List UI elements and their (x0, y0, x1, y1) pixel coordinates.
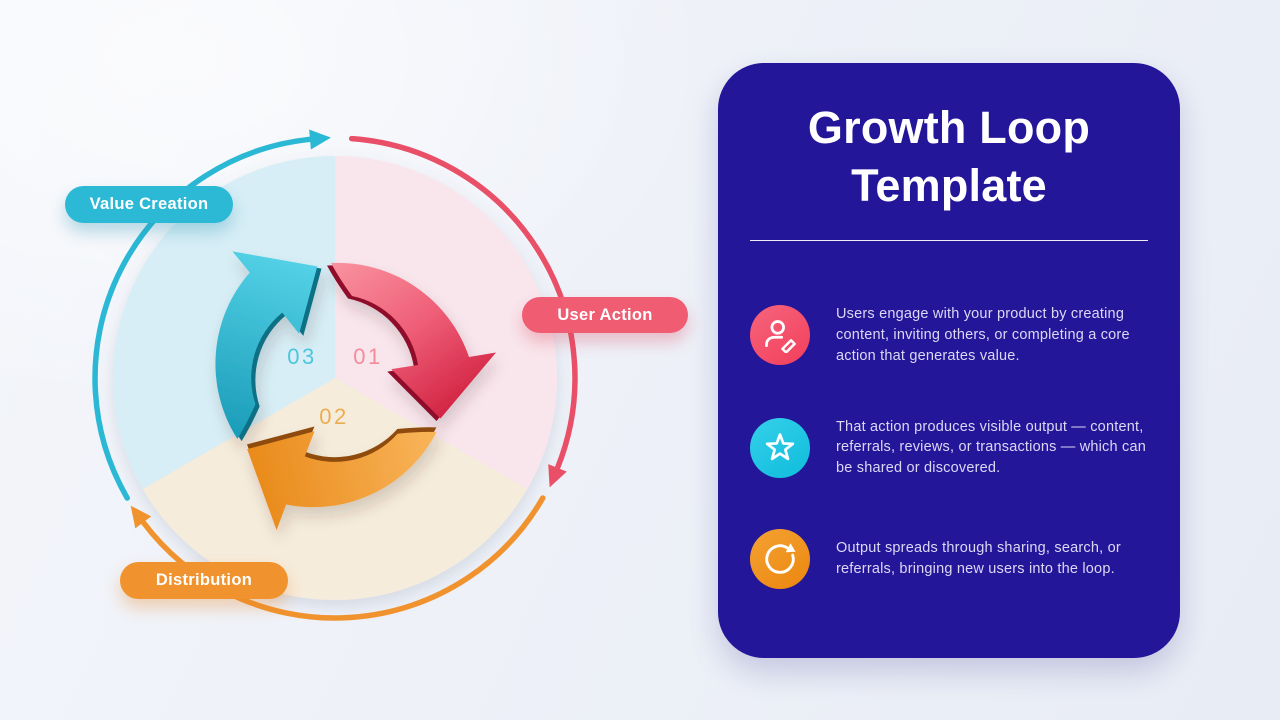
arrow-user-action (327, 262, 496, 421)
list-item-distribution: Output spreads through sharing, search, … (750, 528, 1148, 589)
arc-user-action (348, 135, 578, 471)
star-icon (765, 432, 795, 461)
loop-arrows (215, 251, 496, 531)
item-text: Users engage with your product by creati… (836, 306, 1130, 364)
step-number-02: 02 (319, 404, 349, 429)
title-divider (750, 240, 1148, 242)
step-number-01: 01 (353, 344, 383, 369)
item-text: Output spreads through sharing, search, … (836, 540, 1121, 577)
arc-arrowhead-orange-icon (130, 505, 152, 529)
arc-value-creation (92, 136, 313, 501)
step-number-03: 03 (287, 344, 317, 369)
user-edit-icon (765, 320, 796, 354)
label-pill-distribution: Distribution (120, 562, 288, 599)
item-badge (750, 417, 810, 478)
refresh-icon (765, 543, 796, 574)
panel-item-list: Users engage with your product by creati… (750, 304, 1148, 589)
item-badge (750, 528, 810, 589)
arrow-distribution (247, 426, 437, 531)
item-text: That action produces visible output — co… (836, 418, 1146, 477)
arrow-value-creation (215, 251, 322, 442)
list-item-output: That action produces visible output — co… (750, 417, 1148, 479)
label-pill-value-creation: Value Creation (65, 186, 233, 223)
list-item-user-action: Users engage with your product by creati… (750, 304, 1148, 366)
arc-arrowhead-cyan-icon (309, 129, 331, 150)
info-panel: Growth Loop Template Users engage with y… (718, 63, 1180, 658)
item-badge (750, 305, 810, 366)
loop-diagram-graphic (92, 129, 578, 621)
label-pill-user-action: User Action (522, 297, 688, 333)
page-title: Growth Loop Template (807, 102, 1091, 211)
arc-arrowhead-red-icon (548, 464, 567, 488)
growth-loop-diagram: 01 02 03 Value Creation User Action Dist… (65, 129, 688, 621)
